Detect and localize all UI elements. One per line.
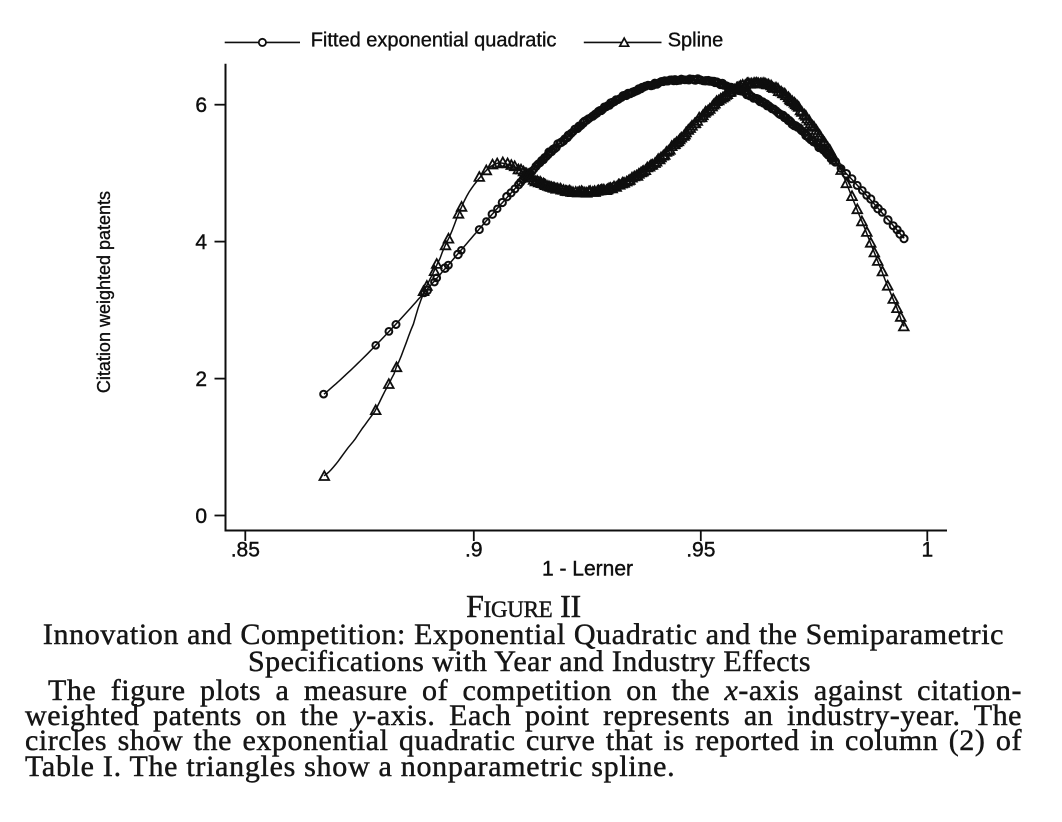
svg-text:.95: .95 [686, 539, 715, 562]
svg-text:Fitted exponential quadratic: Fitted exponential quadratic [311, 29, 557, 51]
svg-text:6: 6 [195, 94, 207, 117]
svg-text:.9: .9 [465, 539, 483, 562]
svg-text:Citation weighted patents: Citation weighted patents [94, 191, 114, 393]
svg-text:2: 2 [195, 368, 207, 391]
svg-text:1 - Lerner: 1 - Lerner [542, 558, 633, 581]
svg-text:.85: .85 [231, 539, 260, 562]
svg-text:Spline: Spline [668, 29, 724, 51]
svg-text:1: 1 [921, 539, 933, 562]
svg-text:0: 0 [195, 505, 207, 528]
svg-text:4: 4 [195, 231, 207, 254]
